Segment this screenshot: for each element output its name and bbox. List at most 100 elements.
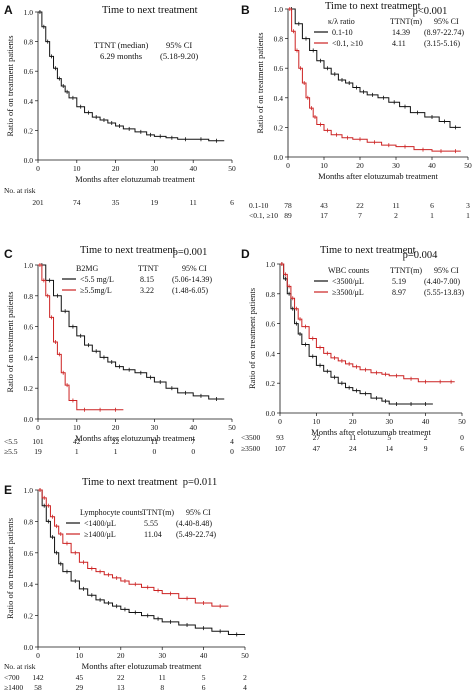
y-tick-label: 0.8 [24,292,34,301]
x-tick-label: 30 [151,423,159,432]
risk-value: 24 [349,444,357,453]
legend-median: 8.97 [392,288,406,297]
risk-value: 7 [191,437,195,446]
risk-value: 14 [385,444,393,453]
legend-header: 95% CI [434,17,459,26]
y-axis-label: Ratio of on treatment patients [5,35,15,136]
x-axis-label: Months after elotuzumab treatment [75,433,195,443]
y-tick-label: 0.6 [266,320,276,329]
legend-ci: (4.40-7.00) [424,277,460,286]
risk-value: 27 [313,433,321,442]
y-tick-label: 1.0 [24,486,34,495]
y-tick-label: 0.0 [24,156,34,165]
risk-row-label: 0.1-10 [249,201,269,210]
y-tick-label: 0.6 [24,323,34,332]
risk-value: 43 [320,201,328,210]
legend-ci: (3.15-5.16) [424,39,460,48]
panel-letter: C [4,247,13,261]
x-tick-label: 30 [392,161,400,170]
y-tick-label: 0.2 [24,612,34,621]
y-tick-label: 0.4 [24,97,34,106]
risk-row-label: <0.1, ≥10 [249,211,278,220]
series-line-2 [288,8,461,152]
x-tick-label: 20 [112,423,120,432]
legend-header: 95% CI [166,40,192,50]
y-tick-label: 0.0 [24,415,34,424]
x-tick-label: 40 [189,164,197,173]
x-tick-label: 40 [200,651,208,660]
p-value: p=0.011 [183,477,217,488]
x-tick-label: 20 [112,164,120,173]
legend-header: 95% CI [434,266,459,275]
x-tick-label: 0 [36,651,40,660]
y-tick-label: 0.6 [274,64,284,73]
y-tick-label: 0.0 [274,153,284,162]
risk-value: 142 [32,673,44,682]
risk-value: 35 [112,198,120,207]
risk-value: 6 [430,201,434,210]
risk-value: 74 [73,198,81,207]
risk-value: 6 [230,198,234,207]
risk-value: 11 [349,433,356,442]
x-tick-label: 10 [313,417,321,426]
risk-value: 0 [191,447,195,456]
risk-value: 101 [32,437,44,446]
x-tick-label: 10 [76,651,84,660]
risk-value: 5 [387,433,391,442]
x-tick-label: 50 [228,164,236,173]
legend-header: WBC counts [328,266,369,275]
legend-median: 4.11 [392,39,406,48]
risk-value: 11 [190,198,197,207]
y-tick-label: 1.0 [274,5,284,14]
panel-letter: D [241,247,250,261]
risk-value: 7 [358,211,362,220]
risk-value: 4 [243,683,247,692]
legend-entry: <0.1, ≥10 [332,39,363,48]
risk-value: 42 [73,437,81,446]
risk-value: 11 [159,673,166,682]
risk-value: 5 [202,673,206,682]
y-tick-label: 1.0 [24,8,34,17]
y-tick-label: 0.8 [24,38,34,47]
risk-value: 6 [202,683,206,692]
legend-header: κ/λ ratio [328,17,355,26]
legend-header: TTNT (median) [94,40,149,50]
legend-entry: ≥3500/μL [332,288,364,297]
risk-value: 45 [76,673,84,682]
risk-value: 2 [243,673,247,682]
risk-value: 93 [276,433,284,442]
y-tick-label: 0.8 [266,290,276,299]
y-tick-label: 0.0 [266,409,276,418]
legend-header: TTNT(m) [142,508,174,517]
x-tick-label: 10 [73,164,81,173]
legend-ci: (5.49-22.74) [176,530,216,539]
risk-header: No. at risk [4,662,36,671]
x-tick-label: 10 [73,423,81,432]
y-tick-label: 1.0 [266,260,276,269]
risk-value: 78 [284,201,292,210]
legend-median: 5.55 [144,519,158,528]
y-tick-label: 0.2 [274,123,284,132]
risk-value: 19 [151,198,159,207]
risk-row-label: ≥1400 [4,683,23,692]
risk-value: 47 [313,444,321,453]
legend-entry: 0.1-10 [332,28,353,37]
risk-row-label: ≥3500 [241,444,260,453]
risk-value: 89 [284,211,292,220]
risk-row-label: <5.5 [4,437,18,446]
legend-ci: (1.48-6.05) [172,286,208,295]
legend-median: 14.39 [392,28,410,37]
risk-value: 1 [466,211,470,220]
y-tick-label: 0.8 [274,35,284,44]
legend-entry: <5.5 mg/L [80,275,114,284]
risk-value: 2 [394,211,398,220]
risk-value: 11 [392,201,399,210]
x-tick-label: 30 [151,164,159,173]
y-tick-label: 0.4 [266,349,276,358]
risk-row-label: <3500 [241,433,260,442]
x-tick-label: 0 [278,417,282,426]
x-tick-label: 20 [117,651,125,660]
legend-header: 95% CI [186,508,211,517]
